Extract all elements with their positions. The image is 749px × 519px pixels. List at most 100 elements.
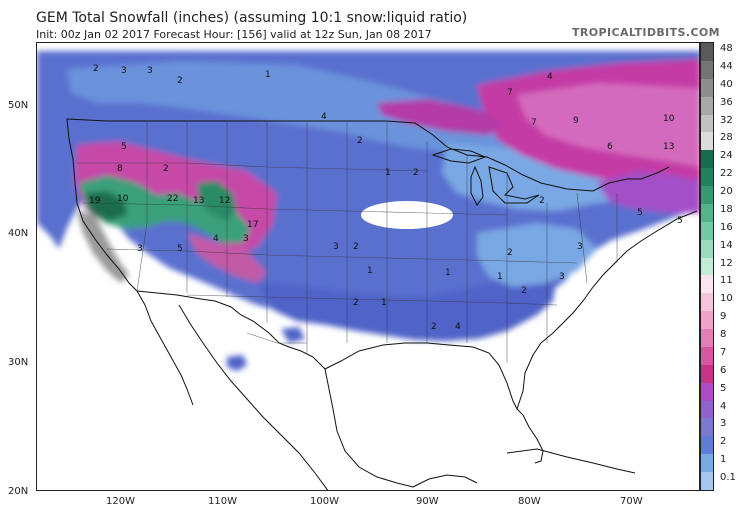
snow-value: 7: [507, 88, 513, 98]
colorbar-segment: [701, 472, 713, 491]
snow-value: 5: [677, 216, 683, 226]
source-credit: TROPICALTIDBITS.COM: [572, 26, 721, 39]
colorbar-segment: [701, 418, 713, 437]
snow-value: 7: [531, 118, 537, 128]
lon-label-90w: 90W: [416, 496, 439, 507]
colorbar-segment: [701, 132, 713, 151]
state-line-10: [82, 202, 508, 216]
colorbar-segment: [701, 329, 713, 348]
colorbar-level-label: 36: [720, 96, 733, 108]
colorbar-level-label: 40: [720, 78, 733, 90]
colorbar-segment: [701, 275, 713, 294]
colorbar-level-label: 5: [720, 382, 727, 394]
snow-free-area: [361, 201, 453, 229]
snow-region-deep-green-west: [85, 191, 127, 221]
lon-label-80w: 80W: [518, 496, 541, 507]
colorbar-level-label: 48: [720, 43, 733, 54]
state-line-9: [77, 162, 428, 172]
map-title: GEM Total Snowfall (inches) (assuming 10…: [36, 10, 468, 26]
snow-region-southern-lobe: [257, 269, 557, 341]
colorbar-level-label: 22: [720, 168, 733, 180]
colorbar-level-label: 24: [720, 150, 733, 162]
great-lakes-superior: [431, 148, 487, 164]
lon-label-70w: 70W: [620, 496, 643, 507]
snowfall-shading: [37, 51, 699, 371]
snow-value: 12: [219, 196, 230, 206]
colorbar-level-label: 7: [720, 346, 727, 358]
snow-value: 2: [507, 248, 513, 258]
state-line-16: [576, 192, 588, 284]
snow-value: 2: [353, 298, 359, 308]
mexico-gulf-coast: [324, 368, 414, 488]
snow-value: 4: [321, 112, 327, 122]
state-line-1: [136, 121, 148, 292]
gulf-coast: [324, 210, 698, 411]
great-lakes-michigan: [470, 165, 484, 206]
snow-value: 3: [137, 244, 143, 254]
snow-value: 22: [167, 194, 178, 204]
snow-value: 1: [367, 266, 373, 276]
colorbar-segment: [701, 400, 713, 419]
map-canvas: 2 3 3 2 1 8 5 2 4 7 9 10 13 7 6 19 10 22…: [37, 51, 699, 490]
colorbar-level-label: 44: [720, 60, 733, 72]
snow-value: 4: [213, 234, 219, 244]
colorbar-segment: [701, 60, 713, 79]
snow-value: 3: [577, 242, 583, 252]
colorbar-level-label: 6: [720, 364, 727, 376]
cuba: [506, 448, 636, 474]
colorbar-level-label: 3: [720, 418, 727, 430]
snow-value: 3: [333, 242, 339, 252]
colorbar-segment: [701, 346, 713, 365]
baja-coast: [136, 290, 194, 406]
colorbar: [700, 42, 714, 491]
colorbar-segment: [701, 364, 713, 383]
mexico-pacific-coast: [178, 304, 329, 490]
colorbar-level-label: 11: [720, 275, 733, 287]
lat-label-20n: 20N: [8, 486, 29, 497]
snow-value: 2: [93, 64, 99, 74]
colorbar-level-label: 14: [720, 239, 733, 251]
colorbar-segment: [701, 186, 713, 205]
snow-value: 5: [637, 208, 643, 218]
colorbar-level-label: 18: [720, 203, 733, 215]
snow-region-green-west: [79, 175, 251, 243]
snow-value: 13: [193, 196, 204, 206]
state-line-18: [246, 332, 307, 344]
snow-value: 2: [413, 168, 419, 178]
colorbar-segment: [701, 43, 713, 61]
colorbar-segment: [701, 382, 713, 401]
lat-label-50n: 50N: [8, 100, 29, 111]
colorbar-level-label: 0.1: [720, 472, 736, 484]
colorbar-level-label: 4: [720, 400, 727, 412]
colorbar-level-label: 16: [720, 221, 733, 233]
snow-value: 17: [247, 220, 258, 230]
snow-value: 2: [431, 322, 437, 332]
colorbar-segment: [701, 114, 713, 133]
snow-value: 2: [357, 136, 363, 146]
map-subtitle: Init: 00z Jan 02 2017 Forecast Hour: [15…: [36, 28, 432, 41]
colorbar-segment: [701, 221, 713, 240]
lat-label-30n: 30N: [8, 357, 29, 368]
geographic-borders: [66, 118, 698, 490]
snow-value: 1: [497, 272, 503, 282]
colorbar-level-label: 9: [720, 311, 727, 323]
snow-region-mexico-patch: [227, 355, 247, 371]
snow-value: 1: [445, 268, 451, 278]
snow-value: 1: [381, 298, 387, 308]
colorbar-segment: [701, 168, 713, 187]
colorbar-segment: [701, 257, 713, 276]
snow-value: 5: [177, 244, 183, 254]
colorbar-segment: [701, 454, 713, 473]
lon-label-100w: 100W: [310, 496, 339, 507]
snow-region-texas-patch: [281, 327, 305, 343]
snow-value: 3: [559, 272, 565, 282]
state-line-12: [186, 294, 558, 306]
mexico-border: [136, 290, 326, 370]
snow-region-purple-east: [517, 83, 699, 167]
snow-value: 10: [117, 194, 129, 204]
colorbar-segment: [701, 150, 713, 169]
lon-label-120w: 120W: [106, 496, 135, 507]
snow-value: 13: [663, 142, 674, 152]
snow-region-purple-mid: [377, 99, 507, 135]
